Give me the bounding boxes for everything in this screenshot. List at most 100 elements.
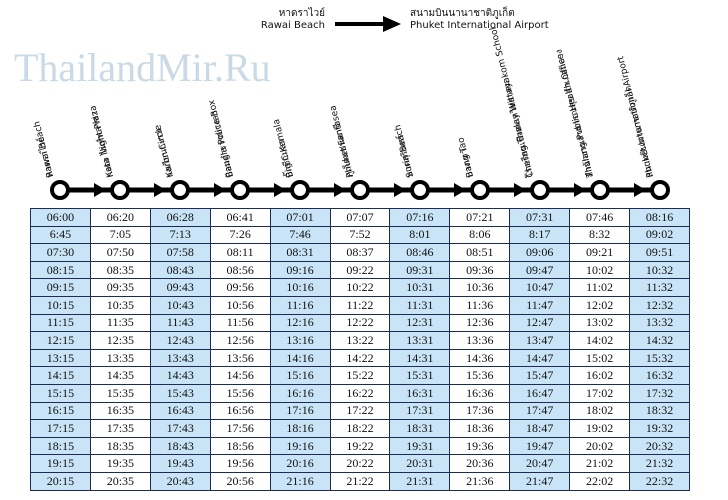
time-cell: 8:32	[569, 225, 631, 245]
time-cell: 20:02	[569, 436, 631, 456]
time-cell: 06:00	[30, 208, 91, 227]
stop-english: Phuket Fantasea	[328, 104, 356, 179]
stop-dot	[110, 180, 130, 200]
time-cell: 19:43	[149, 454, 211, 473]
direction-arrow	[394, 183, 406, 197]
time-cell: 7:13	[149, 225, 211, 245]
time-cell: 21:31	[389, 471, 451, 491]
time-cell: 11:22	[329, 295, 391, 315]
time-cell: 17:36	[449, 401, 511, 421]
time-cell: 19:36	[449, 436, 511, 456]
time-cell: 10:02	[569, 260, 631, 280]
time-cell: 11:16	[269, 295, 331, 315]
direction-arrow	[214, 183, 226, 197]
time-cell: 09:21	[569, 243, 631, 262]
time-cell: 06:41	[209, 208, 271, 227]
stop-english: Big C Kamala	[271, 117, 296, 179]
time-cell: 14:32	[629, 331, 690, 350]
timetable: 06:00 06:20 06:28 06:41 07:01 07:07 07:16 07:21…	[30, 208, 690, 491]
time-cell: 07:46	[569, 208, 631, 227]
time-cell: 16:36	[449, 383, 511, 403]
time-cell: 08:16	[629, 208, 690, 227]
direction-arrow	[454, 183, 466, 197]
time-cell: 13:43	[149, 348, 211, 368]
stop-dot	[170, 180, 190, 200]
to-english: Phuket International Airport	[410, 20, 549, 31]
time-cell: 19:32	[629, 419, 690, 438]
row: 07:30 07:50 07:58 08:11 08:31 08:37 08:46 08:51…	[30, 243, 690, 262]
time-cell: 13:02	[569, 313, 631, 333]
time-cell: 15:02	[569, 348, 631, 368]
direction-arrow	[274, 183, 286, 197]
time-cell: 12:15	[30, 331, 91, 350]
row: 20:15 20:35 20:43 20:56 21:16 21:22 21:31 21:36…	[30, 471, 690, 491]
time-cell: 16:43	[149, 401, 211, 421]
time-cell: 20:35	[89, 471, 151, 491]
stop-english: Bang Tao	[456, 136, 476, 179]
time-cell: 7:26	[209, 225, 271, 245]
time-cell: 09:16	[269, 260, 331, 280]
time-cell: 11:31	[389, 295, 451, 315]
time-cell: 22:32	[629, 471, 690, 491]
time-cell: 16:35	[89, 401, 151, 421]
time-cell: 10:16	[269, 278, 331, 297]
time-cell: 7:52	[329, 225, 391, 245]
time-cell: 09:15	[30, 278, 91, 297]
time-cell: 09:02	[629, 225, 690, 245]
direction-arrow	[334, 183, 346, 197]
from-label: หาดราไวย์ Rawai Beach	[261, 8, 325, 32]
time-cell: 07:50	[89, 243, 151, 262]
time-cell: 09:06	[509, 243, 571, 262]
time-cell: 08:46	[389, 243, 451, 262]
time-cell: 17:02	[569, 383, 631, 403]
time-cell: 13:31	[389, 331, 451, 350]
time-cell: 20:56	[209, 471, 271, 491]
time-cell: 17:47	[509, 401, 571, 421]
time-cell: 13:15	[30, 348, 91, 368]
time-cell: 18:35	[89, 436, 151, 456]
time-cell: 08:11	[209, 243, 271, 262]
time-cell: 18:43	[149, 436, 211, 456]
time-cell: 10:32	[629, 260, 690, 280]
time-cell: 09:36	[449, 260, 511, 280]
time-cell: 07:16	[389, 208, 451, 227]
time-cell: 8:17	[509, 225, 571, 245]
time-cell: 20:16	[269, 454, 331, 473]
time-cell: 12:35	[89, 331, 151, 350]
time-cell: 15:32	[629, 348, 690, 368]
to-thai: สนามบินนานาชาติภูเก็ต	[410, 8, 515, 19]
time-cell: 11:47	[509, 295, 571, 315]
time-cell: 11:56	[209, 313, 271, 333]
time-cell: 10:43	[149, 295, 211, 315]
time-cell: 20:22	[329, 454, 391, 473]
time-cell: 07:58	[149, 243, 211, 262]
time-cell: 09:43	[149, 278, 211, 297]
time-cell: 21:36	[449, 471, 511, 491]
time-cell: 17:56	[209, 419, 271, 438]
time-cell: 18:02	[569, 401, 631, 421]
time-cell: 15:56	[209, 383, 271, 403]
time-cell: 11:32	[629, 278, 690, 297]
time-cell: 12:47	[509, 313, 571, 333]
time-cell: 16:15	[30, 401, 91, 421]
time-cell: 20:32	[629, 436, 690, 456]
stop-english: Phuket International Airport	[616, 54, 656, 179]
time-cell: 21:32	[629, 454, 690, 473]
row: 15:15 15:35 15:43 15:56 16:16 16:22 16:31 16:36…	[30, 383, 690, 403]
time-cell: 18:16	[269, 419, 331, 438]
stop-dot	[530, 180, 550, 200]
from-thai: หาดราไวย์	[278, 8, 325, 19]
time-cell: 7:05	[89, 225, 151, 245]
time-cell: 13:32	[629, 313, 690, 333]
time-cell: 14:47	[509, 348, 571, 368]
direction-arrow	[154, 183, 166, 197]
route-line	[50, 180, 670, 200]
row: 12:15 12:35 12:43 12:56 13:16 13:22 13:31 13:36…	[30, 331, 690, 350]
time-cell: 13:16	[269, 331, 331, 350]
time-cell: 10:22	[329, 278, 391, 297]
row: 19:15 19:35 19:43 19:56 20:16 20:22 20:31 20:36…	[30, 454, 690, 473]
time-cell: 17:22	[329, 401, 391, 421]
time-cell: 12:43	[149, 331, 211, 350]
time-cell: 08:56	[209, 260, 271, 280]
